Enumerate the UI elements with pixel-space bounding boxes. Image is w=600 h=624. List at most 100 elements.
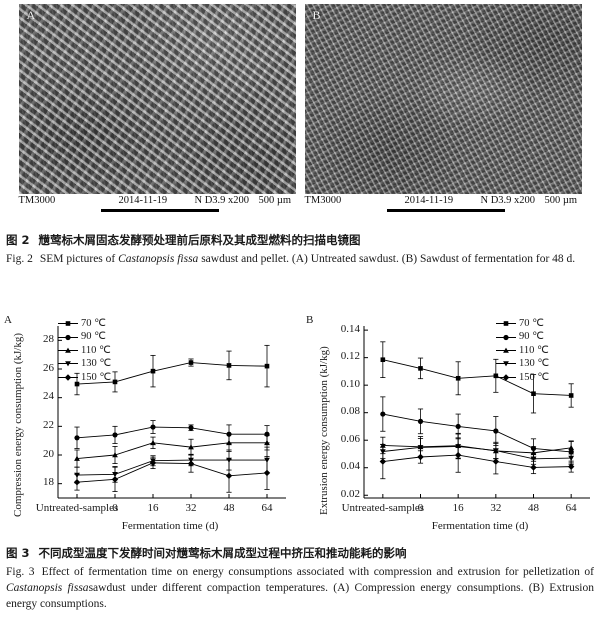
figure2-species-name: Castanopsis fissa	[118, 253, 199, 265]
figure3-caption-en: Fig. 3 Effect of fermentation time on ene…	[6, 564, 594, 612]
chart-a-legend: 70 ℃ 90 ℃ 110 ℃ 130 ℃ 150 ℃	[58, 317, 111, 384]
legend-label: 130 ℃	[519, 358, 550, 370]
y-tick-label: 0.04	[340, 460, 360, 473]
figure3-caption-cn-number: 图 3	[6, 546, 30, 560]
figure2-caption: 图 2 黋莺标木屑固态发酵预处理前后原料及其成型燃料的扫描电镜图 Fig. 2 SE…	[6, 232, 594, 267]
sem-micrograph-b: B	[304, 4, 582, 194]
chart-a-x-axis-title: Fermentation time (d)	[121, 520, 219, 532]
y-tick-label: 24	[43, 390, 54, 403]
sem-panel-a: A TM3000 2014-11-19 N D3.9 x200 500 µm	[18, 4, 296, 212]
sem-texture-a	[18, 4, 296, 194]
sem-panel-label-b: B	[312, 8, 321, 22]
chart-b-legend: 70 ℃ 90 ℃ 110 ℃ 130 ℃ 150 ℃	[496, 317, 549, 384]
y-tick-label: 0.08	[340, 405, 360, 418]
legend-item: 110 ℃	[496, 344, 549, 357]
chart-panel-a: A Compression energy consumption (kJ/kg)…	[0, 312, 300, 540]
legend-marker-circle-icon	[58, 334, 78, 340]
legend-marker-triangle-up-icon	[496, 347, 516, 353]
figure2-caption-cn-text: 黋莺标木屑固态发酵预处理前后原料及其成型燃料的扫描电镜图	[38, 233, 361, 247]
figure2-caption-en: Fig. 2 SEM pictures of Castanopsis fissa …	[6, 251, 594, 267]
legend-marker-square-icon	[58, 321, 78, 326]
legend-item: 150 ℃	[58, 371, 111, 384]
y-tick-label: 18	[43, 476, 54, 489]
y-tick-label: 0.14	[340, 322, 360, 335]
x-tick-label: 48	[528, 502, 539, 514]
sem-panel-b: B TM3000 2014-11-19 N D3.9 x200 500 µm	[304, 4, 582, 212]
figure2-caption-en-part2: sawdust and pellet. (A) Untreated sawdus…	[198, 253, 576, 265]
legend-label: 110 ℃	[81, 344, 111, 356]
chart-b-canvas	[363, 326, 590, 499]
legend-item: 90 ℃	[58, 330, 111, 343]
legend-item: 70 ℃	[58, 317, 111, 330]
sem-metadata-b: TM3000 2014-11-19 N D3.9 x200 500 µm	[305, 195, 582, 211]
sem-instrument-b: TM3000	[304, 195, 342, 206]
legend-item: 130 ℃	[496, 357, 549, 370]
figure2-caption-cn: 图 2 黋莺标木屑固态发酵预处理前后原料及其成型燃料的扫描电镜图	[6, 232, 594, 249]
sem-date-a: 2014-11-19	[118, 195, 168, 206]
x-tick-label: Untreated-samples	[35, 502, 119, 514]
x-tick-label: 16	[147, 502, 159, 514]
legend-label: 90 ℃	[519, 331, 544, 343]
legend-marker-diamond-icon	[58, 374, 78, 381]
figure2-caption-en-number: Fig. 2	[6, 253, 33, 265]
sem-conditions-a: N D3.9 x200	[194, 195, 250, 206]
legend-item: 130 ℃	[58, 357, 111, 370]
legend-item: 90 ℃	[496, 330, 549, 343]
figure3-plot-row: A Compression energy consumption (kJ/kg)…	[0, 312, 600, 540]
legend-label: 70 ℃	[519, 318, 544, 329]
figure3-caption-en-part1: Effect of fermentation time on energy co…	[41, 566, 594, 578]
legend-item: 110 ℃	[58, 344, 111, 357]
x-tick-label: 64	[261, 502, 273, 514]
sem-metadata-a: TM3000 2014-11-19 N D3.9 x200 500 µm	[19, 195, 296, 211]
x-tick-label: 64	[565, 502, 577, 514]
legend-marker-triangle-down-icon	[496, 361, 516, 367]
chart-b-x-axis-title: Fermentation time (d)	[431, 520, 529, 532]
chart-panel-b: B Extrusion energy consumption (kJ/kg) F…	[300, 312, 600, 540]
scale-bar-a	[100, 209, 219, 212]
y-tick-label: 20	[43, 447, 54, 460]
x-tick-label: 48	[223, 502, 235, 514]
y-tick-label: 26	[43, 361, 54, 374]
y-tick-label: 0.12	[340, 350, 360, 363]
chart-b-y-axis-title: Extrusion energy consumption (kJ/kg)	[318, 346, 330, 515]
legend-label: 150 ℃	[81, 371, 112, 383]
y-tick-label: 28	[43, 332, 54, 345]
figure3-caption-en-part2: sawdust under different compaction tempe…	[6, 582, 594, 610]
chart-panel-label-a: A	[4, 314, 12, 326]
x-tick-label: 0	[112, 502, 118, 514]
sem-conditions-b: N D3.9 x200	[480, 195, 536, 206]
legend-item: 150 ℃	[496, 371, 549, 384]
x-tick-label: 32	[185, 502, 197, 514]
x-tick-label: 16	[452, 502, 464, 514]
sem-instrument-a: TM3000	[18, 195, 56, 206]
sem-micrograph-a: A	[18, 4, 296, 194]
figure3-caption-cn-text: 不同成型温度下发酵时间对黋莺标木屑成型过程中挤压和推动能耗的影响	[38, 546, 407, 560]
legend-item: 70 ℃	[496, 317, 549, 330]
chart-panel-label-b: B	[306, 314, 314, 326]
legend-label: 90 ℃	[81, 331, 106, 343]
sem-scale-a: 500 µm	[258, 195, 292, 206]
legend-marker-circle-icon	[496, 334, 516, 340]
scale-bar-b	[386, 209, 505, 212]
figure3-species-name: Castanopsis fissa	[6, 582, 89, 594]
chart-a-canvas	[57, 326, 286, 499]
sem-texture-b	[304, 4, 582, 194]
figure2-caption-en-part1: SEM pictures of	[39, 253, 119, 265]
chart-a-y-axis-title: Compression energy consumption (kJ/kg)	[12, 332, 24, 517]
x-tick-label: Untreated-samples	[341, 502, 425, 514]
legend-marker-triangle-down-icon	[58, 361, 78, 367]
figure2-caption-cn-number: 图 2	[6, 233, 30, 247]
sem-scale-b: 500 µm	[544, 195, 578, 206]
sem-date-b: 2014-11-19	[404, 195, 454, 206]
legend-label: 130 ℃	[81, 358, 112, 370]
figure3-caption: 图 3 不同成型温度下发酵时间对黋莺标木屑成型过程中挤压和推动能耗的影响 Fig.…	[6, 545, 594, 612]
y-tick-label: 0.06	[340, 432, 360, 445]
legend-label: 70 ℃	[81, 318, 106, 329]
x-tick-label: 0	[417, 502, 424, 514]
legend-marker-triangle-up-icon	[58, 347, 78, 353]
y-tick-label: 0.10	[340, 377, 360, 390]
x-tick-label: 32	[490, 502, 502, 514]
y-tick-label: 22	[43, 418, 54, 431]
figure3-caption-cn: 图 3 不同成型温度下发酵时间对黋莺标木屑成型过程中挤压和推动能耗的影响	[6, 545, 594, 562]
